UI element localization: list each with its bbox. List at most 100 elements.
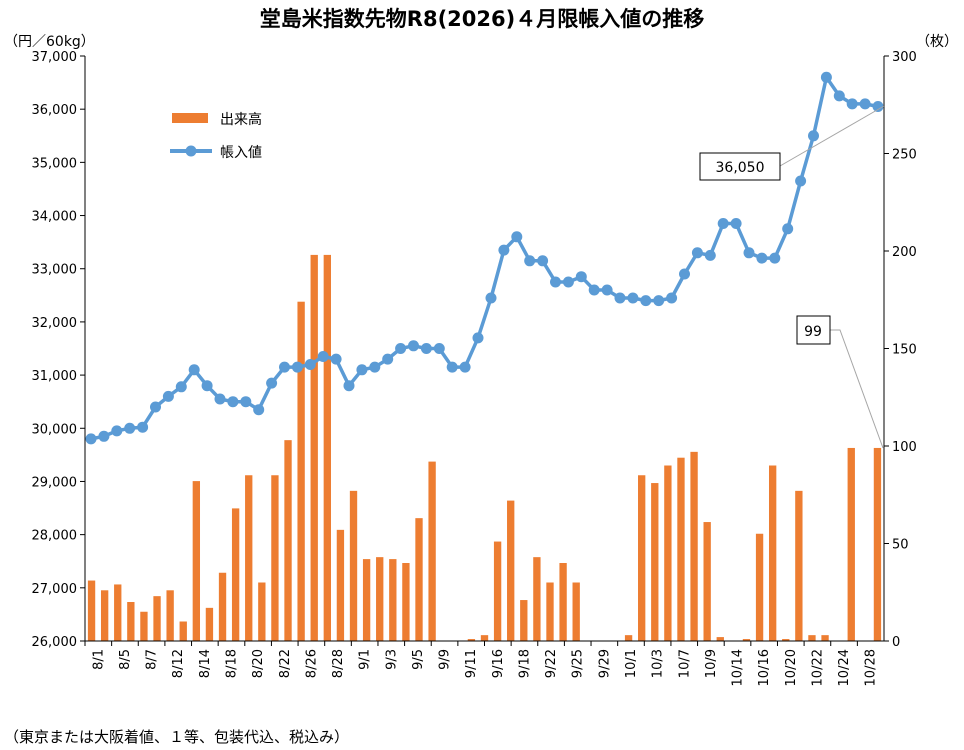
volume-bar <box>140 611 148 641</box>
settlement-point <box>150 401 161 413</box>
x-tick-label: 8/28 <box>331 649 346 678</box>
settlement-point <box>317 351 329 362</box>
volume-bar <box>87 580 96 641</box>
volume-bar <box>480 635 489 641</box>
settlement-point <box>846 98 858 110</box>
settlement-point <box>446 361 458 373</box>
volume-bar <box>664 465 672 641</box>
volume-bar <box>402 563 410 641</box>
settlement-point <box>279 361 290 373</box>
volume-bar <box>572 582 580 641</box>
volume-bars <box>87 254 882 641</box>
volume-bar <box>690 451 698 641</box>
settlement-point <box>472 332 484 344</box>
settlement-point <box>653 295 665 307</box>
volume-bar <box>847 447 855 641</box>
x-tick-label: 9/5 <box>411 649 426 670</box>
y-left-tick-label: 31,000 <box>32 369 78 384</box>
settlement-point <box>433 343 445 354</box>
x-tick-label: 9/25 <box>571 649 586 678</box>
axes: 26,000 27,000 28,000 29,000 30,000 31,000 32,0… <box>32 50 917 686</box>
x-tick-label: 10/7 <box>677 649 692 678</box>
volume-bar <box>651 483 659 641</box>
callout-leader-settlement <box>779 105 885 167</box>
settlement-point <box>872 101 884 112</box>
volume-bar <box>362 559 371 641</box>
volume-bar <box>546 582 554 641</box>
volume-bar <box>755 533 764 641</box>
volume-bar <box>389 559 397 641</box>
volume-bar <box>100 590 109 641</box>
y-right-tick-label: 150 <box>892 343 917 358</box>
x-tick-label: 10/28 <box>864 649 879 686</box>
volume-bar <box>258 582 266 641</box>
y-left-tick-label: 30,000 <box>32 422 78 437</box>
x-tick-label: 9/18 <box>517 649 532 678</box>
settlement-point <box>691 247 703 259</box>
x-tick-label: 8/5 <box>118 649 133 670</box>
settlement-point <box>730 218 742 229</box>
x-tick-label: 10/16 <box>757 649 772 686</box>
settlement-point <box>124 422 136 434</box>
volume-bar <box>716 637 724 641</box>
settlement-point <box>201 380 213 392</box>
x-tick-label: 8/22 <box>278 649 293 678</box>
y-right-unit: （枚） <box>916 34 958 50</box>
x-tick-label: 8/14 <box>198 649 213 678</box>
settlement-point <box>820 71 832 83</box>
settlement-point <box>459 361 471 373</box>
settlement-point <box>562 276 574 288</box>
settlement-point <box>704 249 716 261</box>
settlement-point <box>524 255 536 267</box>
settlement-point <box>679 268 690 280</box>
settlement-point <box>808 130 819 142</box>
settlement-point <box>743 247 755 259</box>
x-tick-label: 10/22 <box>810 649 825 686</box>
y-left-tick-label: 26,000 <box>32 635 78 650</box>
y-right-tick-label: 100 <box>892 440 917 455</box>
settlement-point <box>601 284 613 296</box>
volume-bar <box>218 572 227 641</box>
volume-bar <box>768 465 777 641</box>
volume-bar <box>127 602 135 641</box>
volume-bar <box>782 639 790 641</box>
settlement-point <box>717 218 729 229</box>
settlement-point <box>240 396 252 408</box>
settlement-point <box>356 364 368 376</box>
y-left-tick-label: 36,000 <box>32 103 78 118</box>
callout-volume-value: 99 <box>804 324 822 340</box>
x-tick-label: 9/3 <box>384 649 399 670</box>
settlement-point <box>214 393 226 405</box>
settlement-point <box>382 353 394 365</box>
x-tick-label: 9/11 <box>464 649 479 678</box>
x-tick-label: 10/24 <box>837 649 852 686</box>
y-left-tick-label: 27,000 <box>32 582 78 597</box>
settlement-point <box>859 98 871 110</box>
volume-bar <box>192 481 201 641</box>
y-right-tick-label: 0 <box>892 635 900 650</box>
settlement-point <box>408 340 419 352</box>
settlement-line <box>85 71 884 445</box>
y-left-tick-label: 33,000 <box>32 263 78 278</box>
settlement-point <box>498 244 510 256</box>
y-right-tick-label: 250 <box>892 148 917 163</box>
callouts: 36,050 99 <box>699 105 885 449</box>
x-tick-label: 8/1 <box>91 649 106 670</box>
volume-bar <box>808 635 816 641</box>
settlement-point <box>111 425 123 437</box>
settlement-point <box>175 381 187 393</box>
x-tick-label: 10/14 <box>731 649 746 686</box>
volume-bar <box>638 475 646 641</box>
settlement-point <box>253 404 265 416</box>
x-tick-label: 9/16 <box>491 649 506 678</box>
y-left-tick-label: 37,000 <box>32 50 78 65</box>
settlement-point <box>98 430 110 442</box>
settlement-point <box>420 343 432 354</box>
volume-bar <box>297 301 305 641</box>
settlement-point <box>795 175 807 187</box>
settlement-point <box>627 292 639 304</box>
footnote: （東京または大阪着値、１等、包装代込、税込み） <box>4 728 349 746</box>
volume-bar <box>114 584 122 641</box>
callout-box-volume <box>796 315 831 345</box>
settlement-point <box>614 292 626 304</box>
